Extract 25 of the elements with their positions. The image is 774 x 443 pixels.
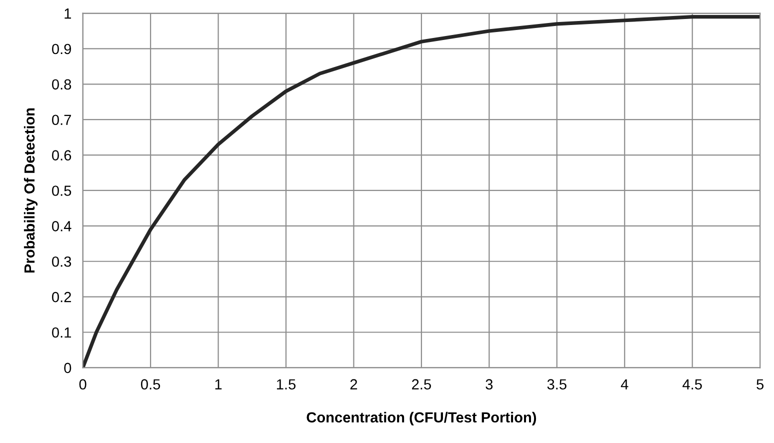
x-tick-label: 1: [215, 379, 222, 390]
x-tick-label: 3: [486, 379, 493, 390]
y-tick-label: 1: [64, 8, 71, 19]
y-tick-label: 0.1: [52, 327, 71, 338]
y-tick-label: 0.4: [52, 221, 72, 232]
x-tick-label: 1.5: [276, 379, 296, 390]
x-axis-title: Concentration (CFU/Test Portion): [306, 412, 536, 426]
x-tick-label: 0: [79, 379, 86, 390]
x-tick-label: 2.5: [412, 379, 431, 390]
y-tick-label: 0: [64, 362, 72, 374]
x-tick-label: 5: [756, 379, 764, 390]
line-series: [82, 15, 760, 368]
x-tick-label: 2: [350, 379, 358, 390]
x-tick-label: 4: [620, 379, 628, 390]
y-tick-label: 0.7: [52, 114, 71, 126]
y-axis-title: Probability Of Detection: [24, 108, 38, 273]
y-tick-label: 0.6: [52, 150, 72, 160]
y-tick-label: 0.8: [52, 79, 72, 90]
y-tick-label: 0.5: [52, 186, 72, 196]
x-tick-label: 0.5: [140, 379, 160, 390]
y-tick-label: 0.2: [52, 292, 71, 302]
y-tick-label: 0.9: [52, 44, 72, 54]
x-tick-label: 3.5: [547, 379, 566, 390]
y-tick-label: 0.3: [52, 256, 72, 267]
x-tick-label: 4.5: [682, 379, 702, 390]
